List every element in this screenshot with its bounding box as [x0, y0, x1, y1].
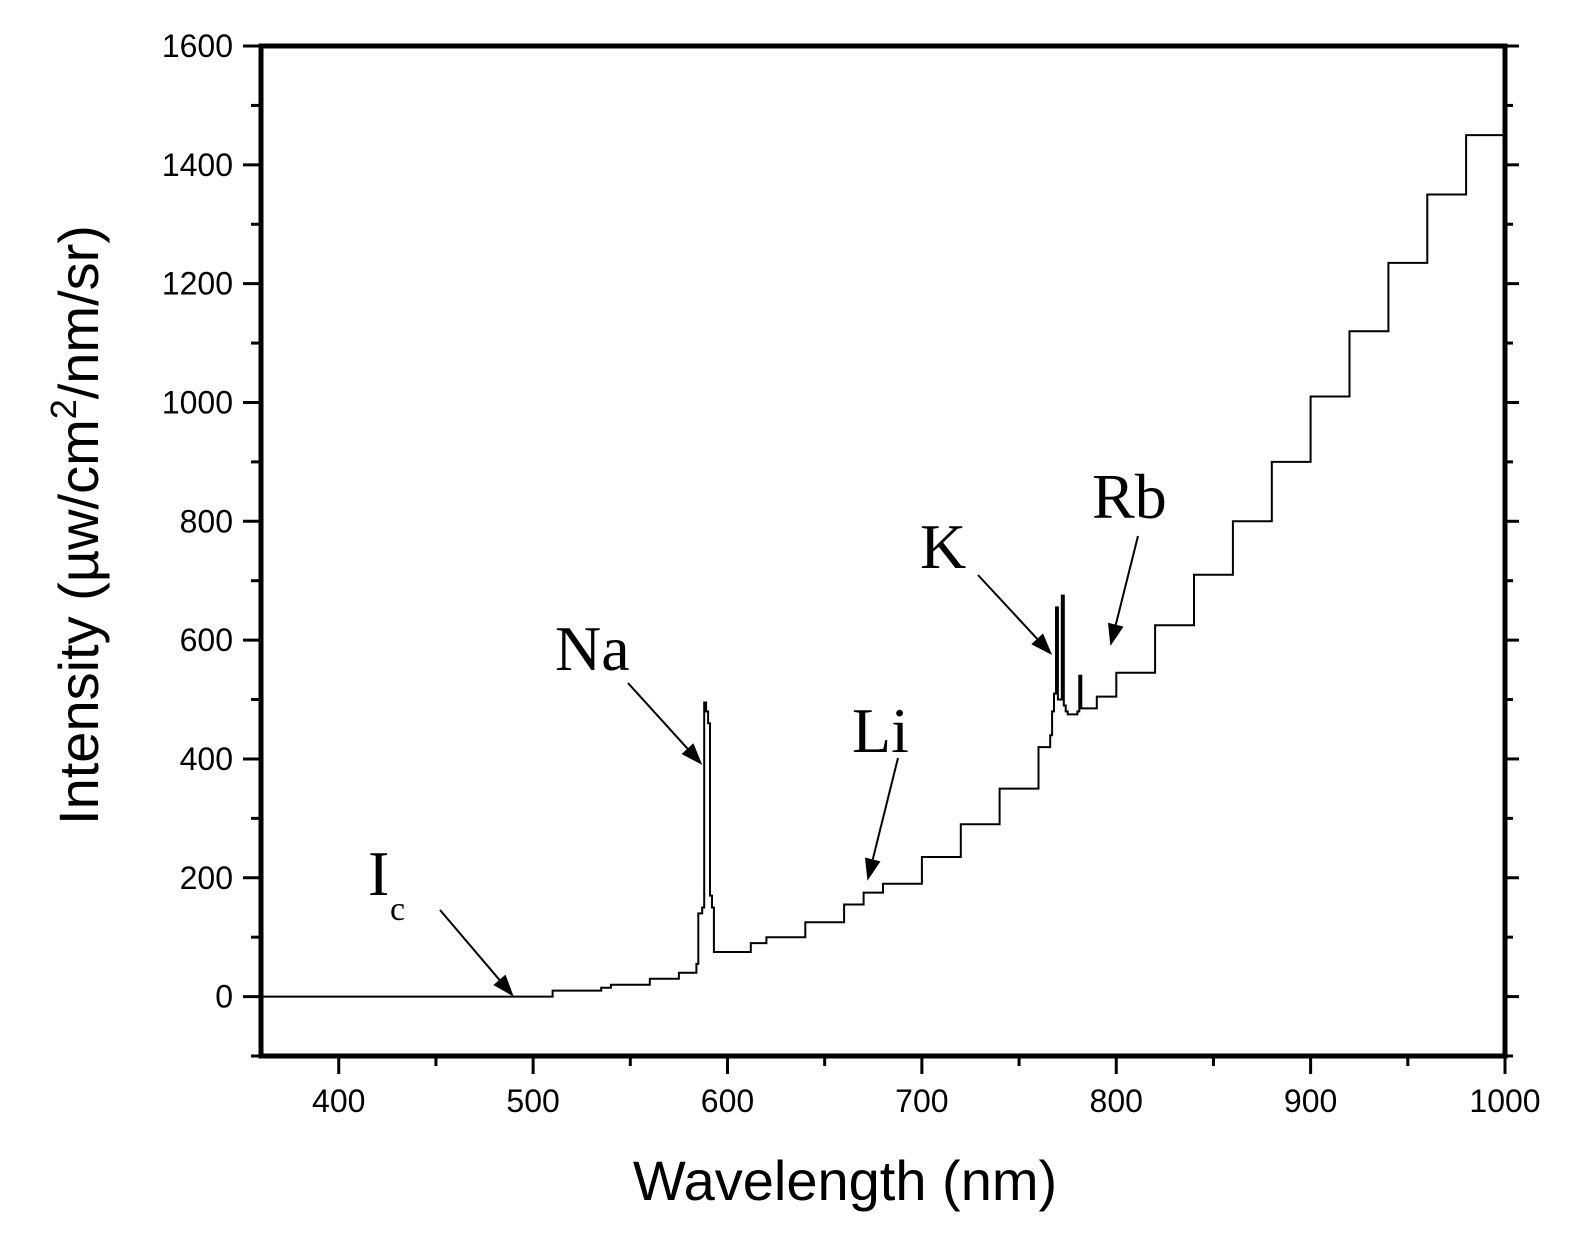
- x-tick-label: 800: [1090, 1083, 1143, 1119]
- annotation-label: I: [368, 838, 389, 909]
- annotation-arrow: [1114, 535, 1139, 625]
- y-tick-label: 0: [215, 979, 233, 1015]
- series-layer: [261, 78, 1506, 998]
- annotation-subscript: c: [390, 891, 405, 928]
- x-tick-label: 900: [1284, 1083, 1337, 1119]
- annotation-arrow: [871, 757, 899, 860]
- y-tick-label: 200: [180, 860, 233, 896]
- annotation-arrowhead: [1031, 633, 1053, 655]
- y-axis-title-tail: /nm/sr): [47, 225, 110, 399]
- annotation-arrowhead: [681, 743, 703, 765]
- y-tick-label: 1000: [162, 384, 233, 420]
- x-tick-label: 500: [506, 1083, 559, 1119]
- y-tick-label: 1400: [162, 147, 233, 183]
- x-tick-label: 1000: [1469, 1083, 1540, 1119]
- annotation-arrowhead: [493, 974, 514, 997]
- annotation-label: Li: [852, 695, 909, 766]
- y-tick-label: 600: [180, 622, 233, 658]
- y-axis-title-sup: 2: [43, 399, 84, 419]
- y-tick-label: 400: [180, 741, 233, 777]
- y-tick-label: 1200: [162, 266, 233, 302]
- y-axis-title-main: Intensity (µw/cm: [47, 419, 110, 825]
- spectrum-line: [261, 78, 1506, 998]
- annotation-label: K: [920, 511, 966, 582]
- annotation-arrow: [627, 682, 689, 750]
- y-tick-label: 1600: [162, 28, 233, 64]
- annotation-label: Na: [555, 613, 630, 684]
- annotation-arrowhead: [1108, 622, 1124, 647]
- x-tick-label: 400: [312, 1083, 365, 1119]
- annotation-arrowhead: [865, 857, 881, 881]
- x-tick-label: 600: [701, 1083, 754, 1119]
- y-axis-title: Intensity (µw/cm2/nm/sr): [43, 225, 110, 825]
- annotation-arrow: [977, 574, 1038, 640]
- x-tick-label: 700: [895, 1083, 948, 1119]
- annotations: Ic Na Li K Rb: [368, 461, 1167, 997]
- annotation-arrow: [439, 909, 501, 981]
- tick-labels: 400 500 600 700 800 900 1000 0 200 400 600 800 1000 1…: [162, 28, 1541, 1119]
- plot-frame: [258, 43, 1508, 1059]
- annotation-label: Rb: [1092, 461, 1167, 532]
- y-tick-label: 800: [180, 503, 233, 539]
- x-axis-title: Wavelength (nm): [633, 1149, 1057, 1212]
